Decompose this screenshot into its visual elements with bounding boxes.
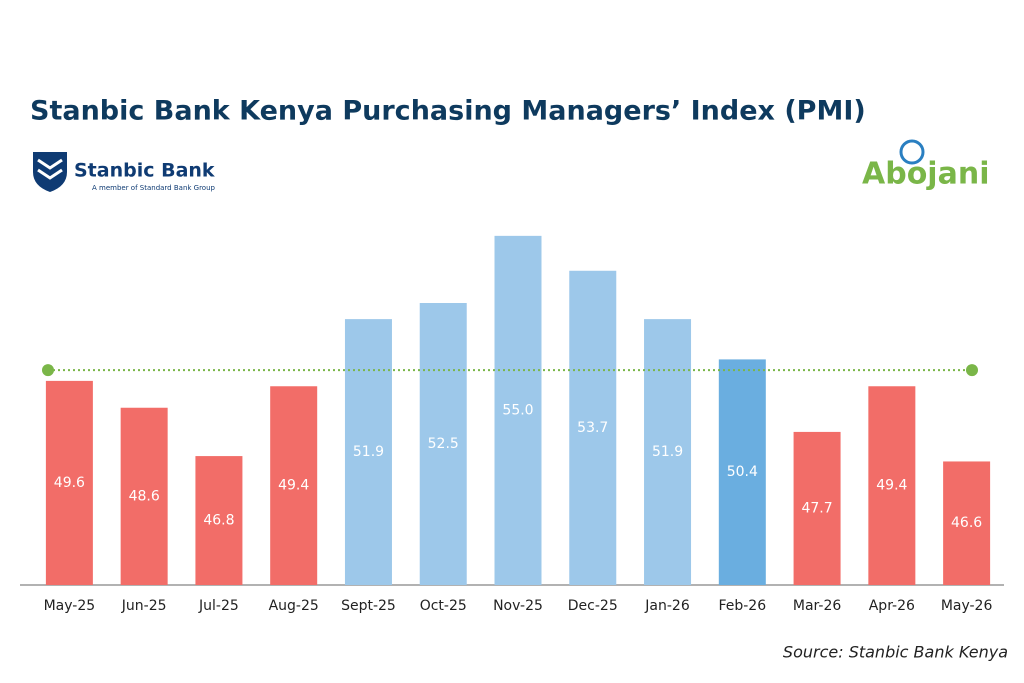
- bar: [419, 303, 467, 585]
- value-label: 49.4: [278, 478, 309, 494]
- value-label: 46.6: [951, 515, 982, 531]
- value-label: 47.7: [801, 500, 832, 516]
- source: Source: Stanbic Bank Kenya: [783, 643, 1008, 662]
- logo-tagline: A member of Standard Bank Group: [92, 184, 216, 192]
- value-label: 49.4: [876, 478, 907, 494]
- bar: [270, 386, 318, 585]
- reference-dot: [42, 364, 54, 377]
- bar: [120, 407, 168, 585]
- x-tick-label: Oct-25: [420, 598, 467, 614]
- bar: [569, 270, 617, 585]
- bar: [868, 386, 916, 585]
- x-tick-label: Aug-25: [269, 598, 319, 614]
- value-label: 51.9: [353, 444, 384, 460]
- bar: [793, 431, 841, 585]
- x-tick-label: Feb-26: [718, 598, 766, 614]
- x-tick-label: Mar-26: [793, 598, 841, 614]
- bar: [644, 319, 692, 585]
- chart-title: Stanbic Bank Kenya Purchasing Managers’ …: [30, 96, 866, 127]
- value-label: 55.0: [502, 402, 533, 418]
- x-tick-label: May-25: [44, 598, 96, 614]
- x-tick-label: Nov-25: [493, 598, 543, 614]
- logo-name: Stanbic Bank: [74, 160, 215, 182]
- shield-mark: [37, 158, 63, 180]
- value-label: 52.5: [428, 436, 459, 452]
- x-tick-label: Jul-25: [198, 598, 239, 614]
- x-tick-label: Jan-26: [644, 598, 690, 614]
- bar: [344, 319, 392, 585]
- x-tick-label: Apr-26: [869, 598, 915, 614]
- x-tick-label: May-26: [941, 598, 993, 614]
- x-tick-label: Dec-25: [568, 598, 618, 614]
- bar: [494, 235, 542, 585]
- bar: [718, 359, 766, 585]
- value-label: 49.6: [54, 475, 85, 491]
- logo-name: Abojani: [862, 157, 989, 192]
- reference-dot: [966, 364, 978, 377]
- bar: [943, 461, 991, 585]
- x-tick-label: Jun-25: [121, 598, 167, 614]
- value-label: 50.4: [727, 464, 758, 480]
- value-label: 51.9: [652, 444, 683, 460]
- stanbic-logo: Stanbic Bank A member of Standard Bank G…: [33, 152, 216, 192]
- value-label: 48.6: [129, 488, 160, 504]
- value-label: 53.7: [577, 420, 608, 436]
- x-tick-label: Sept-25: [341, 598, 396, 614]
- bar: [45, 380, 93, 585]
- logo-icon: [899, 139, 925, 165]
- bar: [195, 456, 243, 585]
- abojani-logo: Abojani: [862, 139, 989, 192]
- value-label: 46.8: [203, 513, 234, 529]
